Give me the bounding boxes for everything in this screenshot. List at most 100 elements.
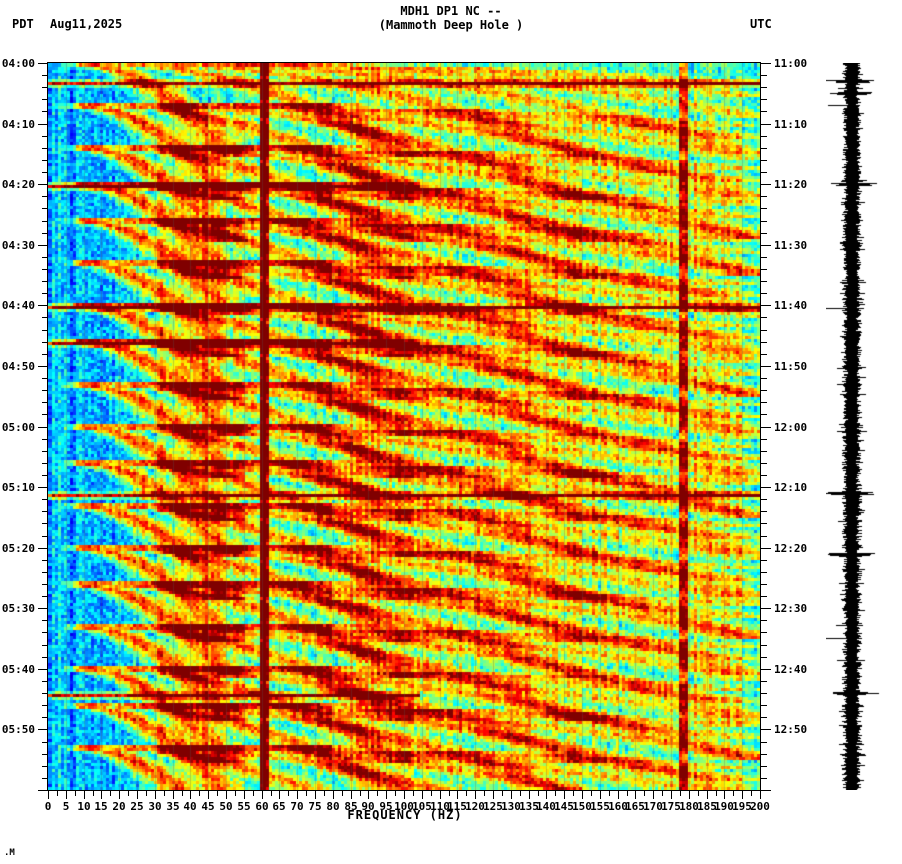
time-tick (761, 754, 767, 755)
frequency-label: 160 (608, 800, 628, 813)
frequency-label: 115 (447, 800, 467, 813)
left-time-label: 04:10 (1, 118, 35, 131)
frequency-label: 110 (430, 800, 450, 813)
time-tick (42, 705, 48, 706)
time-tick (42, 451, 48, 452)
time-tick (761, 560, 767, 561)
frequency-tick (511, 791, 512, 799)
frequency-tick (57, 791, 58, 796)
frequency-tick (271, 791, 272, 796)
frequency-label: 35 (166, 800, 180, 813)
frequency-tick (422, 791, 423, 799)
time-tick (42, 269, 48, 270)
frequency-tick (635, 791, 636, 799)
frequency-tick (760, 791, 761, 799)
time-tick (42, 342, 48, 343)
time-tick (42, 681, 48, 682)
frequency-label: 175 (661, 800, 681, 813)
frequency-tick (279, 791, 280, 799)
time-tick (42, 99, 48, 100)
time-tick (761, 439, 767, 440)
time-tick (761, 293, 767, 294)
time-tick (42, 632, 48, 633)
frequency-label: 40 (183, 800, 197, 813)
frequency-tick (404, 791, 405, 799)
frequency-label: 5 (62, 800, 70, 813)
frequency-label: 190 (714, 800, 734, 813)
time-tick (761, 523, 767, 524)
time-tick (42, 330, 48, 331)
time-tick (42, 596, 48, 597)
time-tick (42, 511, 48, 512)
frequency-label: 30 (148, 800, 162, 813)
frequency-tick (529, 791, 530, 799)
frequency-label: 65 (272, 800, 286, 813)
right-time-label: 11:20 (774, 178, 808, 191)
frequency-label: 140 (536, 800, 556, 813)
frequency-label: 25 (130, 800, 144, 813)
time-tick (761, 221, 767, 222)
seismogram-trace-panel (826, 63, 886, 790)
time-tick (42, 414, 48, 415)
frequency-label: 85 (344, 800, 358, 813)
time-tick (761, 596, 767, 597)
date-label: Aug11,2025 (50, 17, 123, 31)
frequency-label: 185 (697, 800, 717, 813)
frequency-tick (395, 791, 396, 796)
frequency-tick (377, 791, 378, 796)
time-tick (761, 608, 771, 609)
time-tick (42, 463, 48, 464)
frequency-label: 180 (679, 800, 699, 813)
frequency-tick (360, 791, 361, 796)
frequency-tick (217, 791, 218, 796)
frequency-tick (164, 791, 165, 796)
time-tick (761, 317, 767, 318)
station-code-title: MDH1 DP1 NC -- (400, 4, 502, 18)
frequency-tick (502, 791, 503, 796)
time-tick (761, 693, 767, 694)
time-tick (761, 427, 771, 428)
time-tick (761, 99, 767, 100)
frequency-tick (342, 791, 343, 796)
frequency-label: 60 (255, 800, 269, 813)
time-tick (42, 378, 48, 379)
time-tick (38, 63, 48, 64)
frequency-tick (66, 791, 67, 799)
frequency-tick (520, 791, 521, 796)
time-tick (761, 269, 767, 270)
plot-bottom-axis (47, 790, 761, 791)
frequency-tick (546, 791, 547, 799)
left-time-label: 05:10 (1, 481, 35, 494)
time-tick (42, 572, 48, 573)
frequency-tick (555, 791, 556, 796)
spectrogram-plot[interactable] (48, 63, 760, 790)
time-tick (42, 148, 48, 149)
frequency-tick (431, 791, 432, 796)
frequency-label: 135 (519, 800, 539, 813)
time-tick (38, 548, 48, 549)
plot-top-axis (47, 62, 761, 63)
frequency-tick (226, 791, 227, 799)
time-tick (42, 354, 48, 355)
frequency-tick (235, 791, 236, 796)
right-time-label: 12:50 (774, 723, 808, 736)
time-tick (38, 124, 48, 125)
frequency-tick (351, 791, 352, 799)
frequency-label: 145 (554, 800, 574, 813)
time-tick (761, 632, 767, 633)
time-tick (42, 475, 48, 476)
frequency-tick (146, 791, 147, 796)
frequency-tick (137, 791, 138, 799)
left-time-label: 05:20 (1, 542, 35, 555)
time-tick (761, 245, 771, 246)
time-tick (42, 499, 48, 500)
frequency-tick (297, 791, 298, 799)
frequency-tick (671, 791, 672, 799)
frequency-tick (119, 791, 120, 799)
plot-right-axis (760, 62, 761, 791)
left-time-label: 05:30 (1, 602, 35, 615)
time-tick (42, 742, 48, 743)
frequency-tick (244, 791, 245, 799)
time-tick (761, 366, 771, 367)
frequency-tick (466, 791, 467, 796)
